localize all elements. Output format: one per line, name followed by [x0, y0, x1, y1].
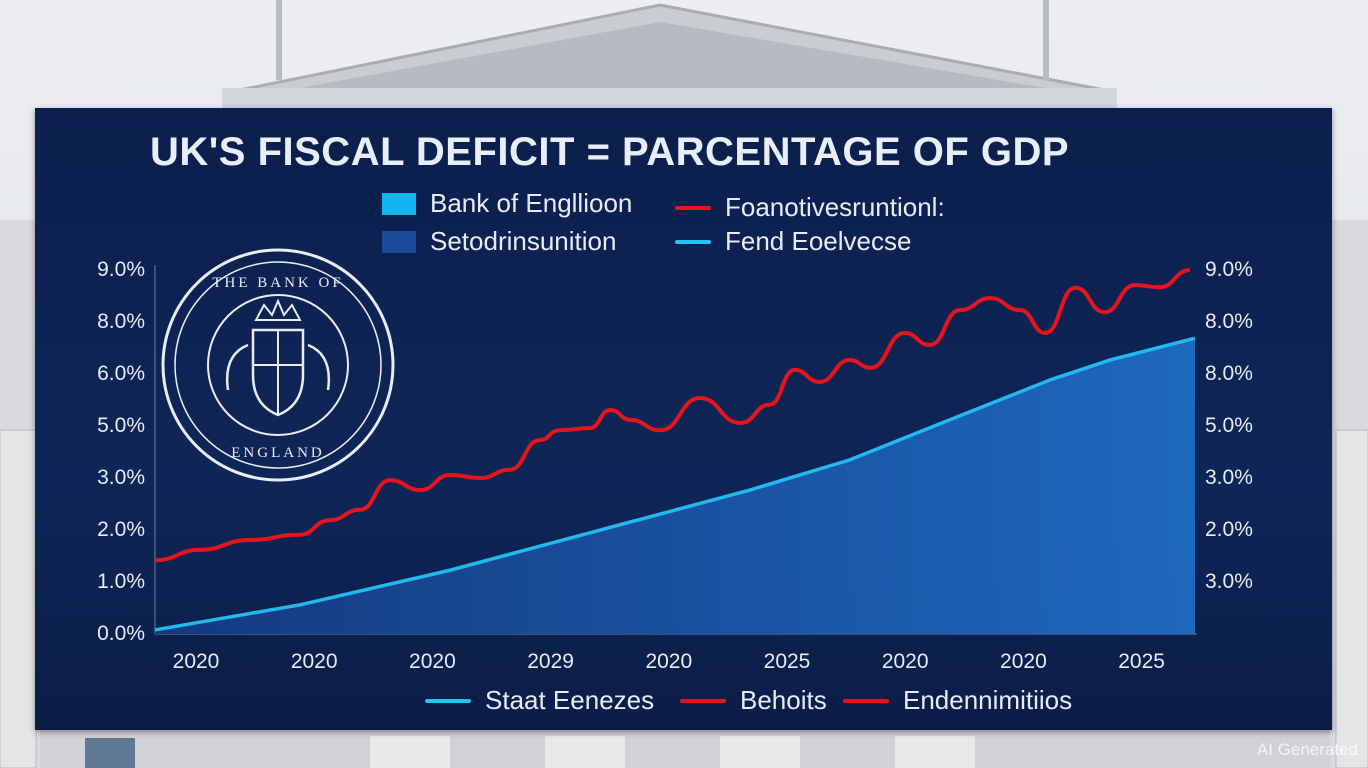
legend-line — [680, 698, 726, 703]
x-tick-label: 2020 — [645, 650, 692, 673]
y-tick-label-left: 1.0% — [97, 570, 145, 593]
x-tick-label: 2020 — [291, 650, 338, 673]
y-tick-label-left: 5.0% — [97, 414, 145, 437]
legend-label: Behoits — [740, 685, 827, 715]
x-tick-label: 2020 — [1000, 650, 1047, 673]
y-tick-label-left: 0.0% — [97, 622, 145, 645]
legend-label: Endennimitiios — [903, 685, 1073, 715]
y-tick-label-right: 5.0% — [1205, 414, 1253, 437]
legend-line — [843, 698, 889, 703]
x-tick-label: 2020 — [173, 650, 220, 673]
blue-area-fill — [155, 338, 1195, 634]
legend-line — [675, 239, 711, 244]
x-tick-label: 2025 — [764, 650, 811, 673]
y-tick-label-left: 6.0% — [97, 362, 145, 385]
y-tick-label-left: 8.0% — [97, 310, 145, 333]
y-tick-label-right: 3.0% — [1205, 466, 1253, 489]
red-series-line — [154, 268, 1191, 563]
y-tick-label-right: 2.0% — [1205, 518, 1253, 541]
legend-label: Fend Eoelvecse — [725, 226, 912, 256]
x-tick-label: 2020 — [409, 650, 456, 673]
y-tick-label-left: 9.0% — [97, 258, 145, 281]
y-tick-label-right: 8.0% — [1205, 362, 1253, 385]
bank-seal-logo: THE BANK OF ENGLAND — [161, 248, 395, 482]
x-tick-label: 2029 — [527, 650, 574, 673]
y-tick-label-right: 9.0% — [1205, 258, 1253, 281]
legend-item: Endennimitiios — [843, 685, 1072, 716]
legend-swatch — [382, 192, 416, 215]
legend-line — [675, 205, 711, 210]
x-tick-label: 2025 — [1118, 650, 1165, 673]
legend-item: Behoits — [680, 685, 827, 716]
legend-label: Bank of Engllioon — [430, 188, 633, 218]
legend-label: Foanotivesruntionl: — [725, 192, 945, 222]
chart-title: UK'S FISCAL DEFICIT = PARCENTAGE OF GDP — [150, 130, 1070, 174]
svg-text:ENGLAND: ENGLAND — [231, 445, 325, 461]
legend-item: Setodrinsunition — [382, 226, 616, 257]
svg-text:THE BANK OF: THE BANK OF — [212, 275, 343, 291]
legend-item: Staat Eenezes — [425, 685, 654, 716]
legend-item: Foanotivesruntionl: — [675, 192, 945, 223]
legend-item: Fend Eoelvecse — [675, 226, 911, 257]
y-tick-label-right: 3.0% — [1205, 570, 1253, 593]
y-tick-label-left: 2.0% — [97, 518, 145, 541]
y-tick-label-right: 8.0% — [1205, 310, 1253, 333]
legend-label: Staat Eenezes — [485, 685, 655, 715]
legend-swatch — [382, 230, 416, 253]
legend-item: Bank of Engllioon — [382, 188, 632, 219]
legend-line — [425, 698, 471, 703]
y-tick-label-left: 3.0% — [97, 466, 145, 489]
watermark: AI Generated — [1256, 740, 1358, 759]
legend-label: Setodrinsunition — [430, 226, 617, 256]
x-tick-label: 2020 — [882, 650, 929, 673]
blue-series-line — [154, 336, 1196, 632]
